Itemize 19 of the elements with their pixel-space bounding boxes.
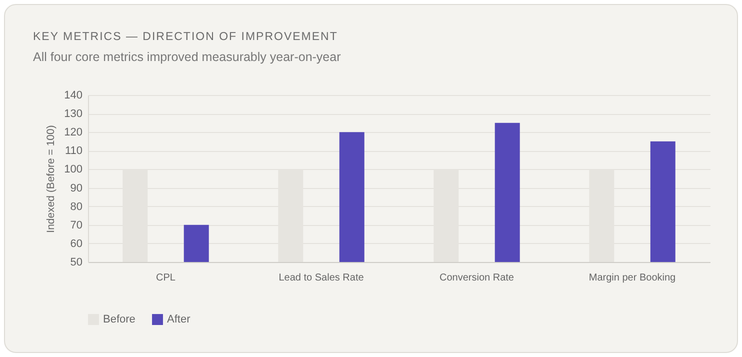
y-tick-label: 110 xyxy=(64,145,82,158)
chart-subtitle: All four core metrics improved measurably year-on-year xyxy=(33,50,341,64)
y-tick-label: 100 xyxy=(64,164,82,176)
y-tick-label: 140 xyxy=(64,90,82,102)
x-tick-label: Conversion Rate xyxy=(440,272,514,284)
legend-label: After xyxy=(167,314,191,326)
y-tick-label: 70 xyxy=(70,219,82,232)
y-tick-label: 120 xyxy=(64,126,82,139)
x-tick-label: Margin per Booking xyxy=(588,272,676,284)
y-tick-label: 60 xyxy=(70,238,82,250)
chart-title: KEY METRICS — DIRECTION OF IMPROVEMENT xyxy=(33,31,338,43)
x-tick-label: CPL xyxy=(156,272,176,284)
legend-label: Before xyxy=(103,314,136,326)
y-axis-title: Indexed (Before = 100) xyxy=(45,125,58,233)
y-tick-label: 130 xyxy=(64,108,82,120)
y-tick-label: 90 xyxy=(70,182,82,194)
y-tick-label: 80 xyxy=(70,200,82,213)
y-tick-label: 50 xyxy=(70,256,82,268)
x-tick-label: Lead to Sales Rate xyxy=(278,272,364,284)
